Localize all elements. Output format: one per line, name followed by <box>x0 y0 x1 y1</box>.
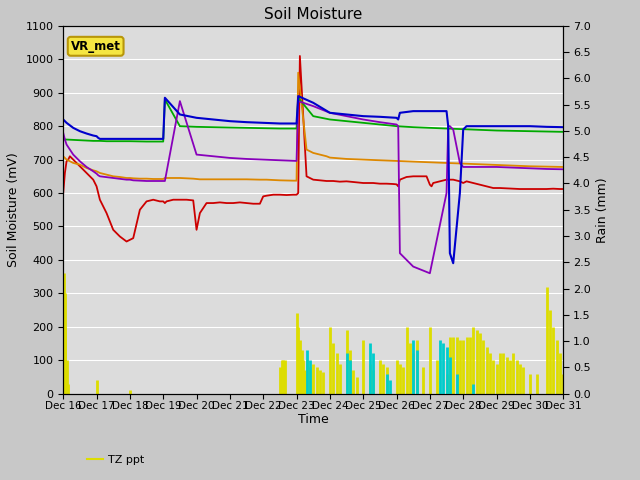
X-axis label: Time: Time <box>298 413 328 426</box>
Y-axis label: Soil Moisture (mV): Soil Moisture (mV) <box>7 152 20 267</box>
Y-axis label: Rain (mm): Rain (mm) <box>596 177 609 242</box>
Title: Soil Moisture: Soil Moisture <box>264 7 362 22</box>
Text: VR_met: VR_met <box>71 40 120 53</box>
Legend: TZ ppt: TZ ppt <box>83 451 148 469</box>
Legend: SM 1, SM 2, SM 3, SM 4, SM 5, Precip_mm: SM 1, SM 2, SM 3, SM 4, SM 5, Precip_mm <box>109 479 486 480</box>
